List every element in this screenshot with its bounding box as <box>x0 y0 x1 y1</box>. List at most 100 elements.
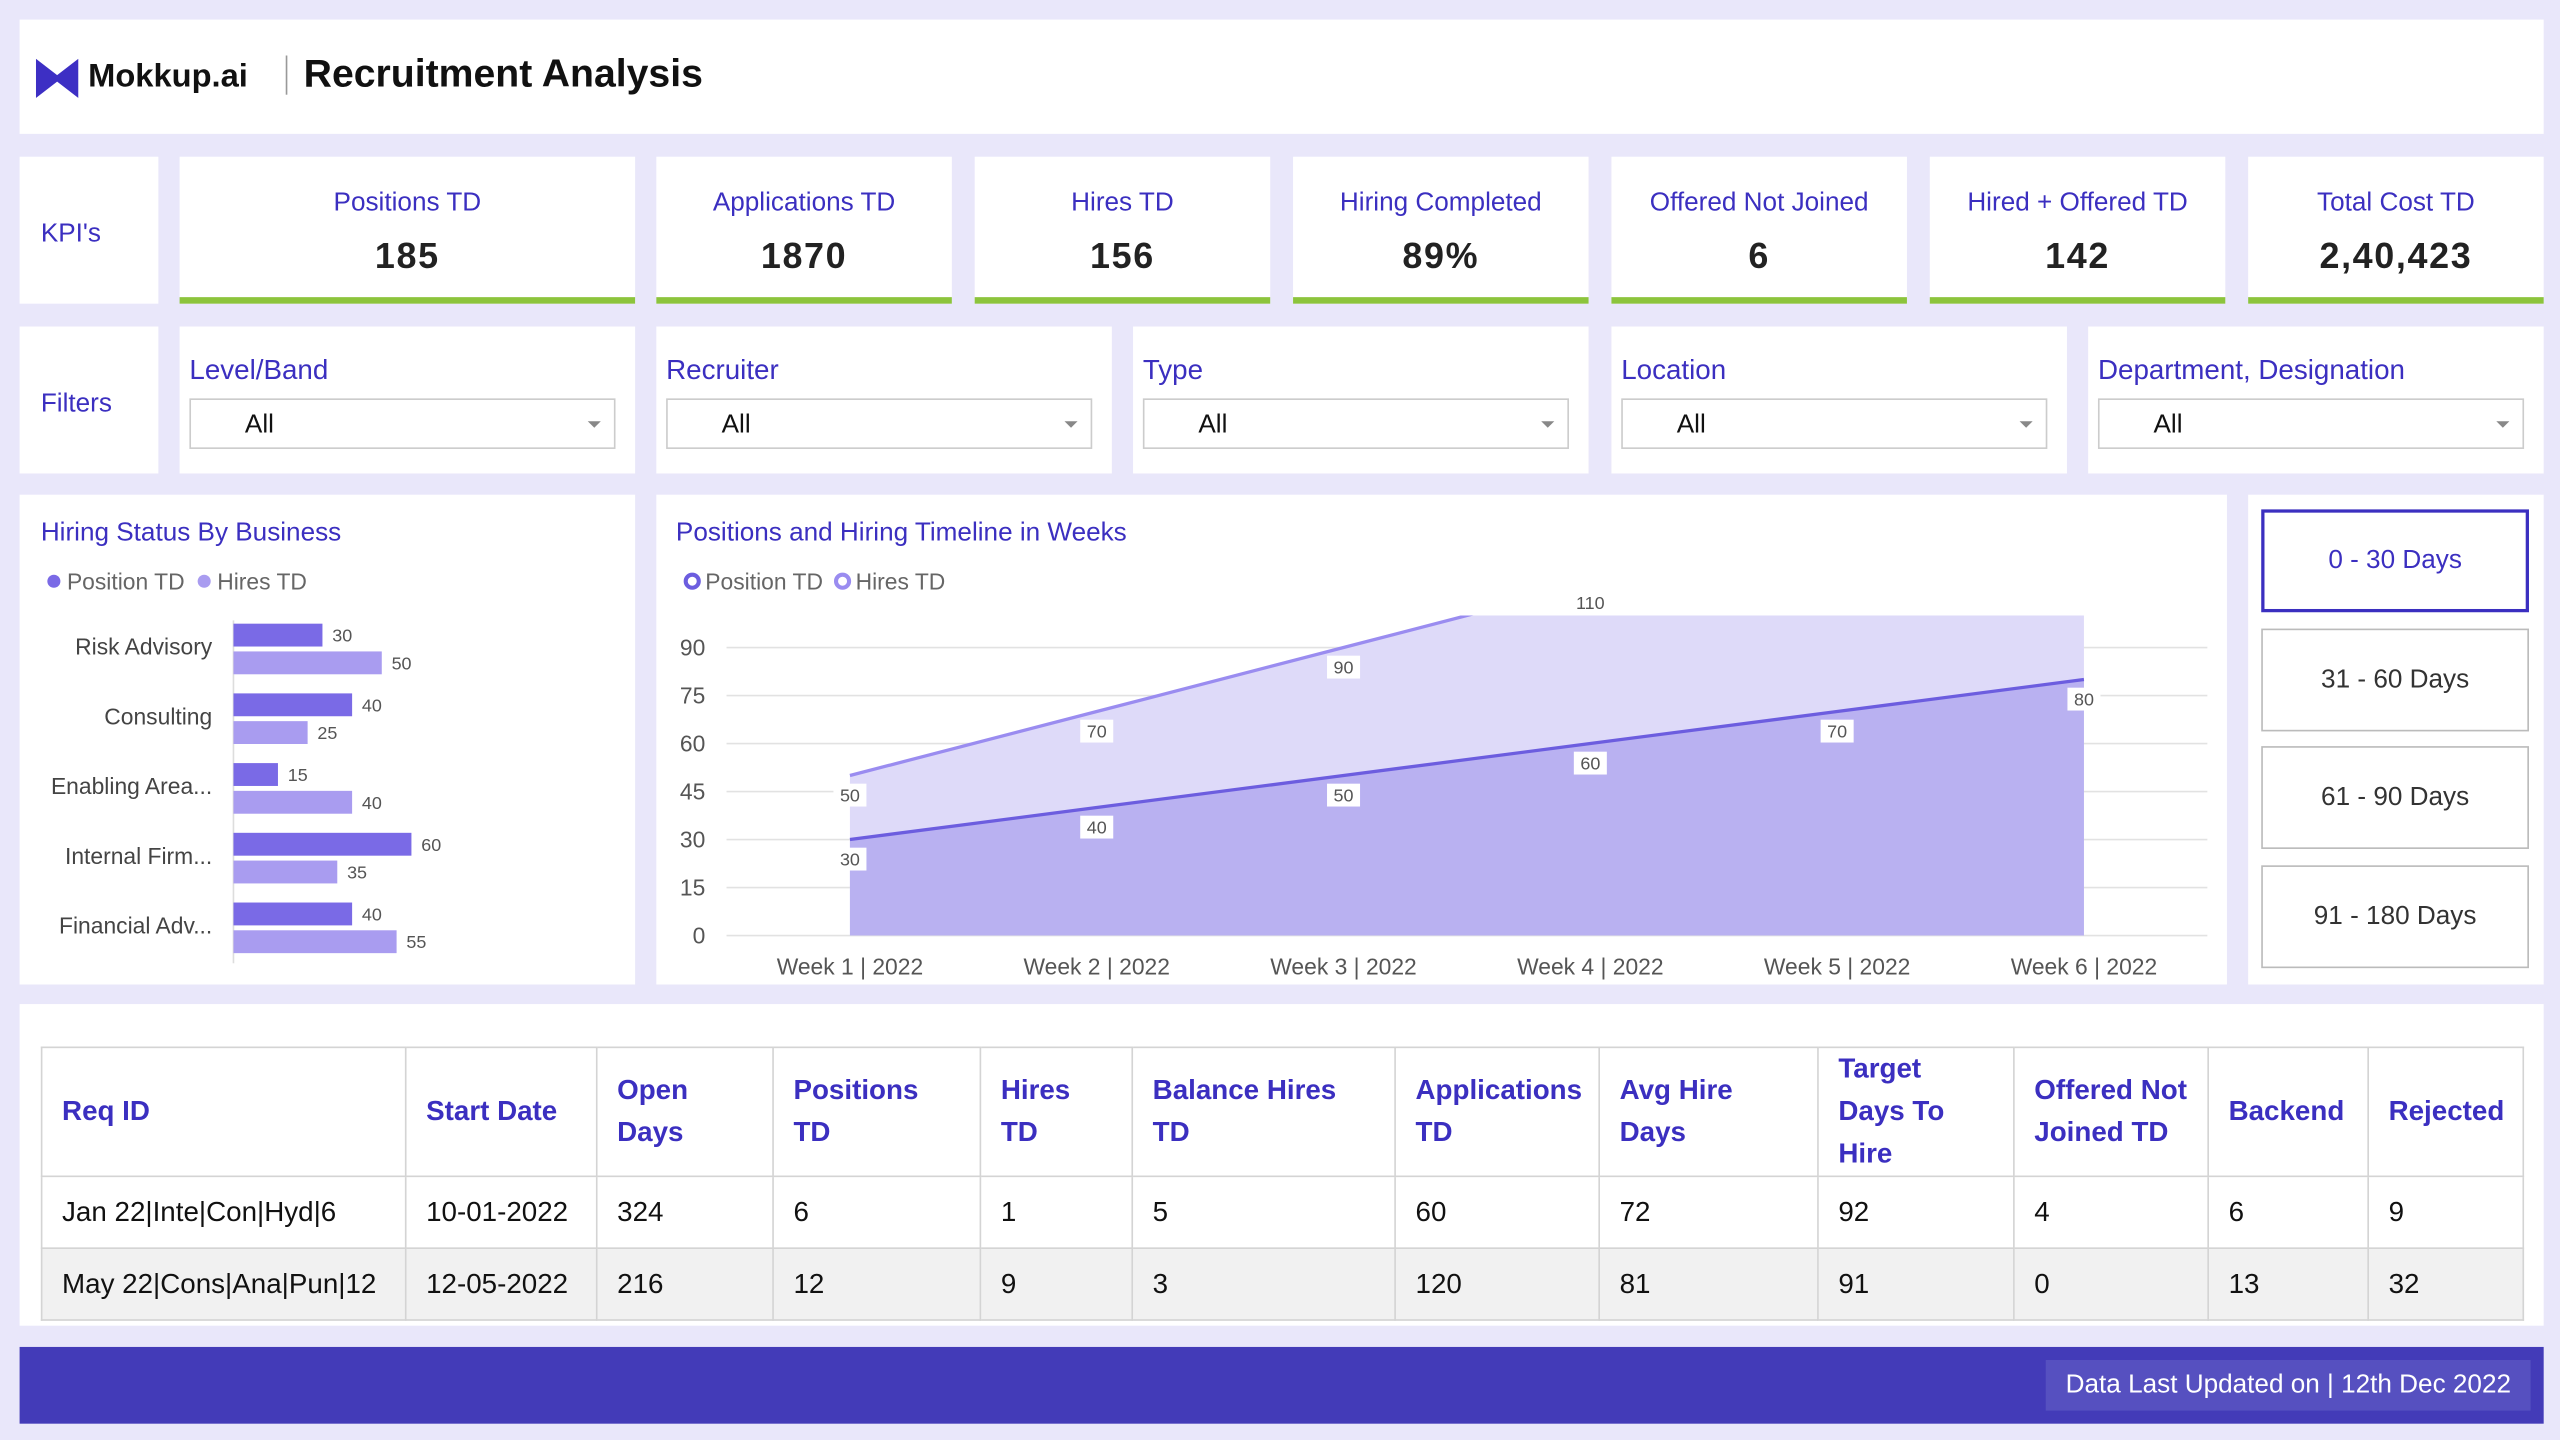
kpi-label-box: KPI's <box>19 156 159 304</box>
x-tick-label: Week 3 | 2022 <box>1270 954 1416 980</box>
filter-card: Type All <box>1133 326 1589 474</box>
footer: Data Last Updated on | 12th Dec 2022 <box>19 1346 2544 1424</box>
filter-value: All <box>244 411 274 440</box>
dropdown-arrow <box>587 421 601 428</box>
legend-marker <box>683 572 701 590</box>
category-label: Financial Adv... <box>59 913 212 939</box>
filter-select[interactable]: All <box>189 398 616 449</box>
legend-marker <box>47 574 61 588</box>
data-label-group: 110 <box>1569 591 1612 614</box>
y-tick-label: 60 <box>680 731 705 757</box>
table-header: Backend <box>2207 1046 2369 1178</box>
table-cell: 0 <box>2013 1247 2209 1321</box>
legend-label: Hires TD <box>856 568 946 594</box>
data-label: 50 <box>392 653 412 673</box>
x-tick-label: Week 1 | 2022 <box>777 954 923 980</box>
legend-marker <box>197 574 211 588</box>
line <box>849 677 2085 842</box>
data-label: 40 <box>1087 818 1107 838</box>
table-cell: 5 <box>1131 1175 1396 1249</box>
y-tick-label: 0 <box>693 923 706 949</box>
table-cell: 6 <box>772 1175 982 1249</box>
data-label: 40 <box>362 793 382 813</box>
table-header: Offered Not Joined TD <box>2013 1046 2209 1178</box>
day-button[interactable]: 61 - 90 Days <box>2261 746 2529 849</box>
x-tick-label: Week 2 | 2022 <box>1023 954 1169 980</box>
table-cell: 9 <box>979 1247 1134 1321</box>
dropdown-arrow <box>2496 421 2510 428</box>
table-header: Rejected <box>2367 1046 2525 1178</box>
data-label-group: 80 <box>2067 687 2101 711</box>
filter-select[interactable]: All <box>2097 398 2525 449</box>
data-label-group: 30 <box>325 623 359 647</box>
day-button[interactable]: 91 - 180 Days <box>2261 865 2529 969</box>
filter-title: Type <box>1142 354 1204 386</box>
filter-select[interactable]: All <box>1621 398 2048 449</box>
data-label-group: 35 <box>340 860 374 884</box>
page-title: Recruitment Analysis <box>303 52 703 97</box>
data-label-bg <box>340 860 374 884</box>
day-button[interactable]: 31 - 60 Days <box>2261 628 2529 732</box>
table-header: Applications TD <box>1394 1046 1600 1178</box>
day-button[interactable]: 0 - 30 Days <box>2261 509 2529 613</box>
table-cell: 92 <box>1817 1175 2015 1249</box>
category-label: Risk Advisory <box>75 634 213 660</box>
kpi-title: Total Cost TD <box>2317 189 2475 218</box>
bar <box>233 790 353 814</box>
data-label-bg <box>355 790 389 814</box>
logo-icon <box>35 58 79 98</box>
table-row: May 22|Cons|Ana|Pun|12 12-05-2022 216 12 9 3 1… <box>40 1247 2525 1321</box>
data-label-bg <box>833 847 867 871</box>
data-label-bg <box>1820 719 1854 743</box>
data-label-group: 70 <box>1820 719 1854 743</box>
chart-title: Hiring Status By Business <box>41 516 341 546</box>
table-cell: 60 <box>1394 1175 1600 1249</box>
kpi-value: 6 <box>1748 235 1770 276</box>
filter-title: Recruiter <box>666 354 779 386</box>
table-cell: May 22|Cons|Ana|Pun|12 <box>40 1247 407 1321</box>
filter-select[interactable]: All <box>666 398 1093 449</box>
data-label: 40 <box>362 904 382 924</box>
bar <box>233 623 323 647</box>
x-tick-label: Week 5 | 2022 <box>1764 954 1910 980</box>
data-label-group: 40 <box>355 902 389 926</box>
bar <box>233 832 412 856</box>
data-label: 90 <box>1334 658 1354 678</box>
table-cell: 32 <box>2367 1247 2525 1321</box>
data-label-bg <box>833 783 867 807</box>
table-cell: 13 <box>2207 1247 2369 1321</box>
table-cell: 91 <box>1817 1247 2015 1321</box>
filter-value: All <box>2153 411 2183 440</box>
plot-area <box>849 615 2085 936</box>
table-cell: 72 <box>1598 1175 1819 1249</box>
data-label-bg <box>385 651 419 675</box>
data-label: 110 <box>1576 593 1605 613</box>
data-label-bg <box>1080 719 1114 743</box>
dropdown-arrow <box>1064 421 1078 428</box>
x-tick-label: Week 6 | 2022 <box>2011 954 2157 980</box>
legend-marker <box>833 572 852 590</box>
filter-label-box: Filters <box>19 326 159 474</box>
category-label: Consulting <box>104 703 212 729</box>
data-label-bg <box>1327 783 1361 807</box>
kpi-title: Hired + Offered TD <box>1967 189 2188 218</box>
kpi-value: 142 <box>2045 235 2110 276</box>
table-cell: 216 <box>595 1247 774 1321</box>
area <box>849 679 2084 936</box>
data-label-group: 70 <box>1080 719 1114 743</box>
kpi-card: Hires TD 156 <box>974 156 1271 304</box>
filter-select[interactable]: All <box>1142 398 1569 449</box>
header: Mokkup.ai Recruitment Analysis <box>19 19 2544 134</box>
y-tick-label: 45 <box>680 779 705 805</box>
data-label-group: 40 <box>355 790 389 814</box>
y-tick-label: 75 <box>680 683 705 709</box>
divider <box>285 55 288 95</box>
filter-value: All <box>721 411 751 440</box>
table-row: Jan 22|Inte|Con|Hyd|6 10-01-2022 324 6 1 5 60 7… <box>40 1175 2525 1249</box>
table-cell: 12 <box>772 1247 982 1321</box>
data-label-group: 60 <box>1573 751 1607 775</box>
data-label-bg <box>310 721 344 744</box>
table-cell: 1 <box>979 1175 1134 1249</box>
table-cell: 4 <box>2013 1175 2209 1249</box>
filter-title: Department, Designation <box>2097 354 2405 386</box>
